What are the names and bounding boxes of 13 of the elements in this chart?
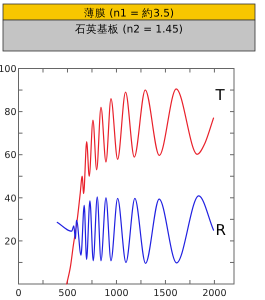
y-tick-label: 80 <box>4 107 16 118</box>
series-label: T <box>214 86 226 104</box>
y-tick-label: 60 <box>4 150 16 162</box>
annotation: 薄膜 (n1 = 約3.5) <box>84 8 174 20</box>
y-tick-label: 40 <box>4 193 16 204</box>
x-tick-label: 1500 <box>153 288 178 299</box>
annotation: 石英基板 (n2 = 1.45) <box>75 24 183 36</box>
x-tick-label: 0 <box>15 288 22 299</box>
series-label: R <box>216 221 226 240</box>
x-tick-label: 1000 <box>104 288 129 299</box>
y-tick-label: 20 <box>4 236 16 248</box>
x-tick-label: 2000 <box>202 288 227 299</box>
x-tick-label: 500 <box>58 288 77 299</box>
